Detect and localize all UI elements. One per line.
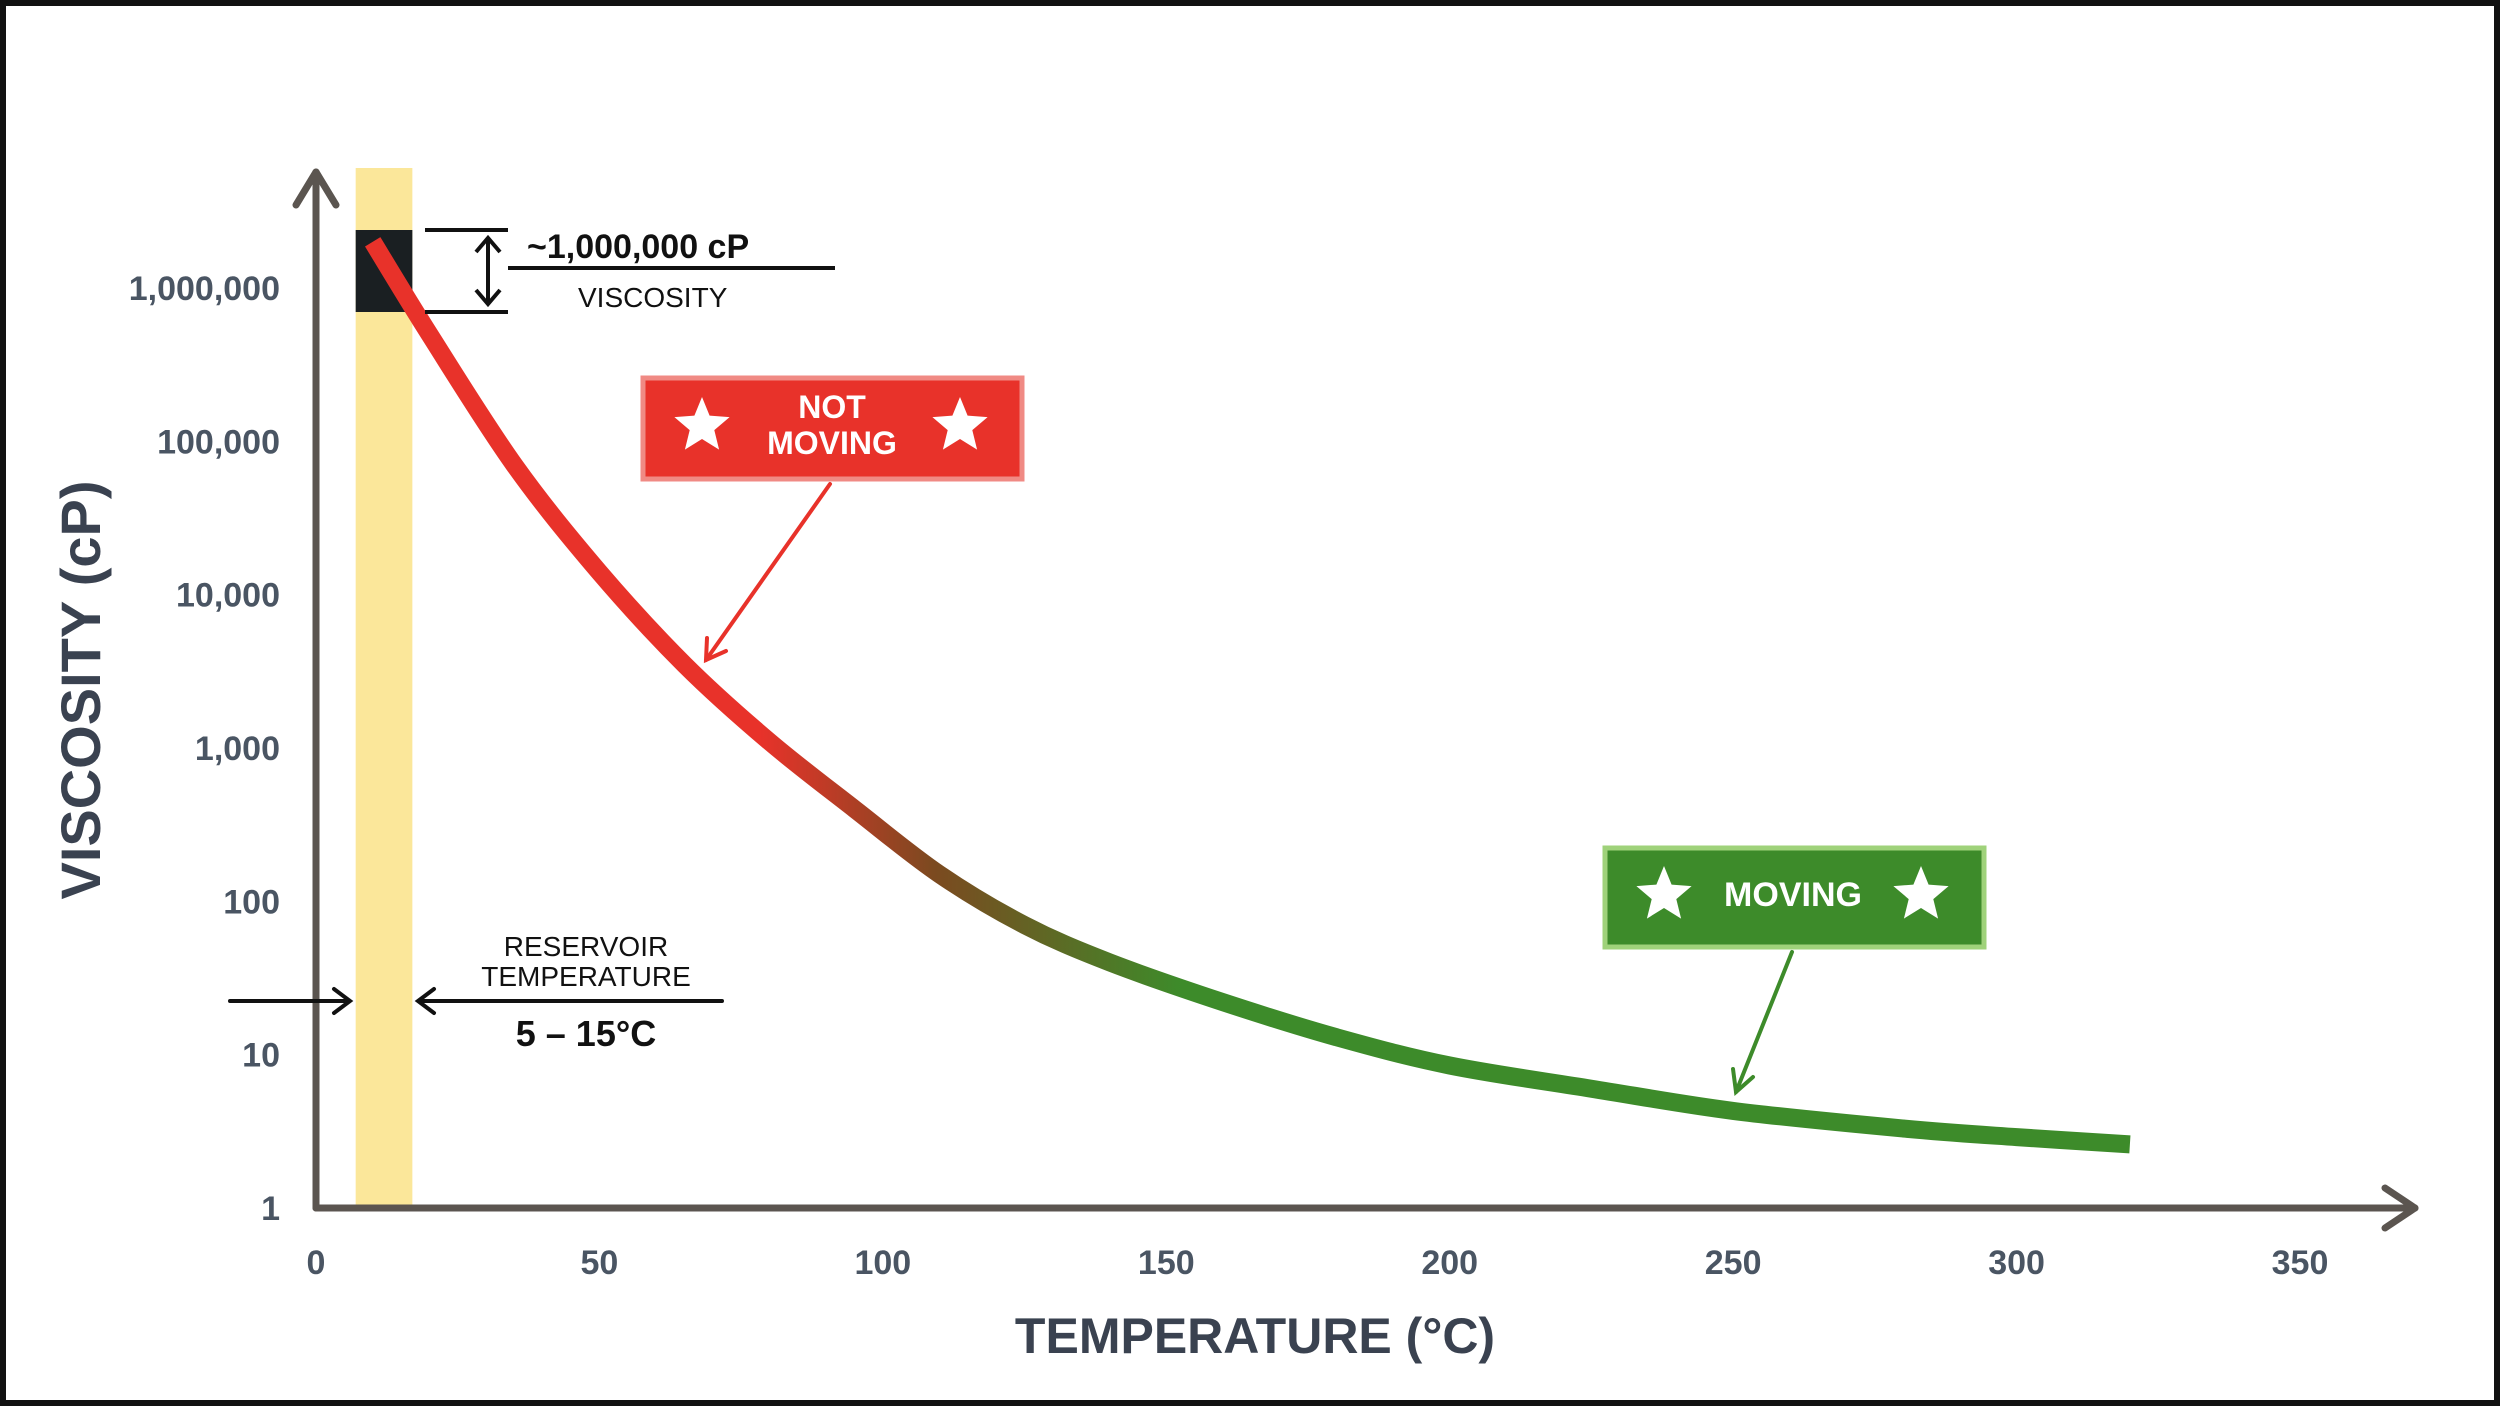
x-axis-title: TEMPERATURE (°C)	[1015, 1308, 1495, 1364]
x-tick-label: 150	[1138, 1244, 1195, 1282]
x-tick-label: 350	[2272, 1244, 2329, 1282]
reservoir-temperature-band	[355, 168, 413, 1208]
viscosity-label: VISCOSITY	[578, 282, 728, 313]
x-tick-label: 100	[854, 1244, 911, 1282]
x-tick-label: 200	[1421, 1244, 1478, 1282]
reservoir-label-line1: RESERVOIR	[504, 931, 668, 962]
reservoir-label-line2: TEMPERATURE	[481, 961, 691, 992]
axes	[292, 168, 2419, 1232]
y-axis-title: VISCOSITY (cP)	[49, 480, 112, 899]
y-tick-label: 10,000	[176, 577, 280, 615]
y-tick-label: 1	[261, 1190, 280, 1228]
y-tick-labels: 1 10 100 1,000 10,000 100,000 1,000,000	[129, 270, 280, 1228]
bracket-arrow-up	[474, 234, 502, 254]
x-axis-arrowhead	[2381, 1184, 2419, 1232]
y-tick-label: 10	[242, 1037, 280, 1075]
y-tick-label: 1,000	[195, 730, 280, 768]
y-tick-label: 100,000	[157, 423, 280, 461]
not-moving-pointer	[703, 482, 832, 664]
viscosity-curve	[365, 237, 2131, 1154]
x-tick-label: 50	[581, 1244, 619, 1282]
y-axis-arrowhead	[292, 168, 340, 209]
not-moving-label-line2: MOVING	[767, 425, 897, 461]
y-tick-label: 100	[223, 883, 280, 921]
moving-pointer-line	[1734, 950, 1794, 1094]
not-moving-badge: NOT MOVING	[640, 375, 1025, 482]
moving-label: MOVING	[1724, 876, 1862, 914]
reservoir-range-label: 5 – 15°C	[516, 1013, 656, 1054]
x-tick-labels: 0 50 100 150 200 250 300 350	[307, 1244, 2329, 1282]
star-icon	[932, 397, 988, 450]
star-icon	[1893, 866, 1949, 919]
star-icon	[674, 397, 730, 450]
star-icon	[1636, 866, 1692, 919]
moving-pointer	[1731, 950, 1794, 1096]
not-moving-pointer-head	[703, 636, 728, 664]
viscosity-bracket	[425, 228, 835, 314]
x-tick-label: 250	[1705, 1244, 1762, 1282]
moving-pointer-head	[1731, 1067, 1755, 1096]
x-tick-label: 0	[307, 1244, 326, 1282]
reservoir-arrows	[228, 987, 724, 1015]
not-moving-label-line1: NOT	[798, 389, 866, 425]
bracket-arrow-down	[474, 288, 502, 308]
viscosity-value-label: ~1,000,000 cP	[527, 228, 749, 266]
reservoir-right-arrowhead	[414, 987, 436, 1015]
x-tick-label: 300	[1988, 1244, 2045, 1282]
not-moving-pointer-line	[704, 482, 832, 662]
y-tick-label: 1,000,000	[129, 270, 280, 308]
reservoir-left-arrowhead	[332, 987, 354, 1015]
moving-badge: MOVING	[1602, 845, 1987, 950]
